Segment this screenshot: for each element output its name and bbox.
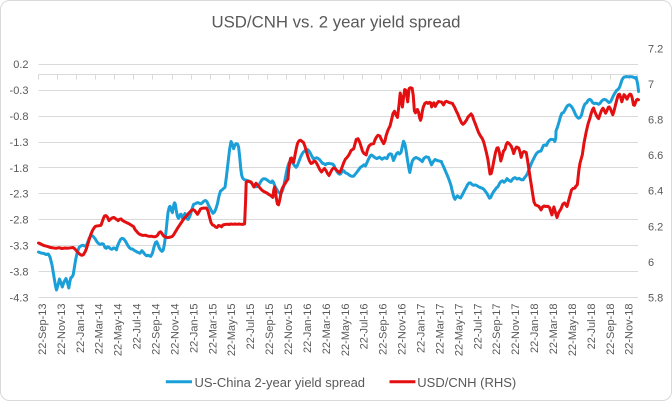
svg-text:22-Jul-14: 22-Jul-14 xyxy=(132,304,144,350)
svg-text:-2.3: -2.3 xyxy=(10,189,29,201)
svg-text:6: 6 xyxy=(648,257,654,269)
svg-text:22-Jul-16: 22-Jul-16 xyxy=(359,304,371,350)
svg-text:-2.8: -2.8 xyxy=(10,215,29,227)
svg-text:6.2: 6.2 xyxy=(648,221,663,233)
svg-text:USD/CNH (RHS): USD/CNH (RHS) xyxy=(417,375,516,390)
svg-text:22-Mar-15: 22-Mar-15 xyxy=(207,304,219,355)
svg-text:22-Sep-14: 22-Sep-14 xyxy=(151,304,163,355)
svg-text:USD/CNH vs. 2 year yield sprea: USD/CNH vs. 2 year yield spread xyxy=(211,13,460,32)
svg-text:22-Nov-15: 22-Nov-15 xyxy=(283,304,295,355)
svg-text:22-May-17: 22-May-17 xyxy=(453,304,465,357)
svg-text:22-Mar-16: 22-Mar-16 xyxy=(321,304,333,355)
svg-text:US-China 2-year yield spread: US-China 2-year yield spread xyxy=(195,375,366,390)
svg-text:-3.8: -3.8 xyxy=(10,266,29,278)
svg-text:-4.3: -4.3 xyxy=(10,292,29,304)
svg-text:-0.8: -0.8 xyxy=(10,111,29,123)
svg-text:6.4: 6.4 xyxy=(648,186,663,198)
svg-text:22-Mar-17: 22-Mar-17 xyxy=(434,304,446,355)
svg-text:-0.3: -0.3 xyxy=(10,85,29,97)
svg-text:22-Nov-17: 22-Nov-17 xyxy=(510,304,522,355)
svg-text:22-Sep-17: 22-Sep-17 xyxy=(491,304,503,355)
svg-text:22-Mar-14: 22-Mar-14 xyxy=(94,304,106,355)
svg-text:22-Jan-14: 22-Jan-14 xyxy=(75,304,87,354)
svg-text:7: 7 xyxy=(648,79,654,91)
svg-text:22-Nov-16: 22-Nov-16 xyxy=(397,304,409,355)
svg-text:5.8: 5.8 xyxy=(648,292,663,304)
svg-text:22-Jul-17: 22-Jul-17 xyxy=(472,304,484,350)
svg-text:22-Sep-15: 22-Sep-15 xyxy=(264,304,276,355)
svg-text:7.2: 7.2 xyxy=(648,44,663,56)
svg-text:0.2: 0.2 xyxy=(13,59,28,71)
svg-text:22-Sep-16: 22-Sep-16 xyxy=(378,304,390,355)
svg-text:22-Jan-16: 22-Jan-16 xyxy=(302,304,314,354)
svg-text:22-Nov-18: 22-Nov-18 xyxy=(624,304,636,355)
svg-text:22-Jul-18: 22-Jul-18 xyxy=(586,304,598,350)
svg-text:-3.3: -3.3 xyxy=(10,241,29,253)
svg-text:22-May-18: 22-May-18 xyxy=(567,304,579,357)
svg-text:22-May-16: 22-May-16 xyxy=(340,304,352,357)
svg-text:22-May-15: 22-May-15 xyxy=(226,304,238,357)
svg-text:22-Jul-15: 22-Jul-15 xyxy=(245,304,257,350)
svg-text:-1.8: -1.8 xyxy=(10,163,29,175)
svg-text:-1.3: -1.3 xyxy=(10,137,29,149)
svg-text:6.6: 6.6 xyxy=(648,150,663,162)
svg-text:22-Sep-18: 22-Sep-18 xyxy=(605,304,617,355)
svg-text:22-Nov-13: 22-Nov-13 xyxy=(56,304,68,355)
svg-text:22-Mar-18: 22-Mar-18 xyxy=(548,304,560,355)
svg-text:22-Jan-18: 22-Jan-18 xyxy=(529,304,541,354)
svg-text:6.8: 6.8 xyxy=(648,115,663,127)
svg-text:22-Nov-14: 22-Nov-14 xyxy=(169,304,181,355)
svg-text:22-Jan-17: 22-Jan-17 xyxy=(416,304,428,354)
svg-text:22-May-14: 22-May-14 xyxy=(113,304,125,357)
svg-text:22-Sep-13: 22-Sep-13 xyxy=(37,304,49,355)
svg-text:22-Jan-15: 22-Jan-15 xyxy=(188,304,200,354)
